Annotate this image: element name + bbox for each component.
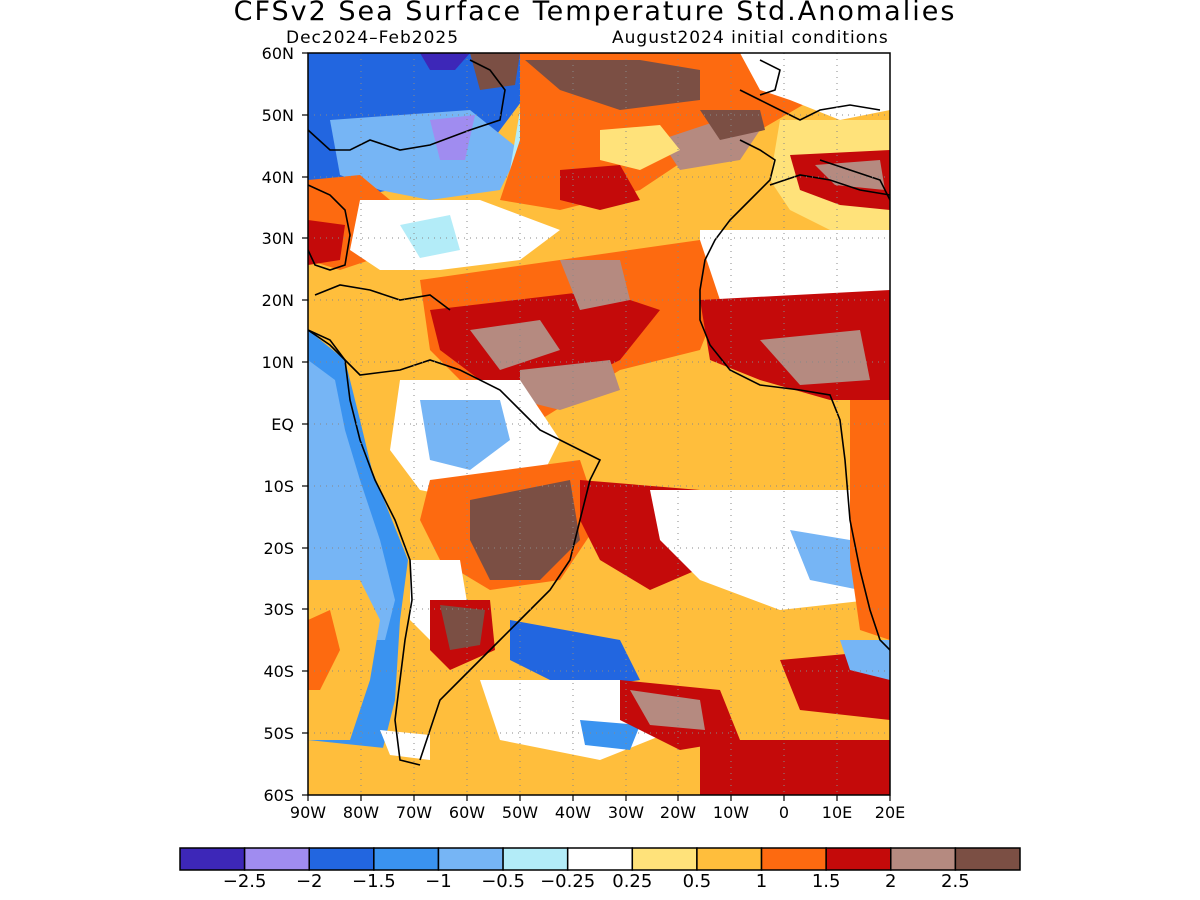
legend-swatch: [437, 847, 504, 871]
lon-label: 20W: [659, 803, 697, 822]
lon-label: 10W: [712, 803, 750, 822]
lat-label: 40N: [261, 168, 294, 187]
lat-label: EQ: [271, 415, 294, 434]
legend-label: 0.25: [612, 871, 653, 892]
valid-period-label: Dec2024–Feb2025: [286, 28, 460, 48]
legend-swatch: [243, 847, 310, 871]
legend-swatch: [373, 847, 440, 871]
gridlines: [308, 53, 890, 795]
legend-swatch: [566, 847, 634, 871]
legend-swatch: [760, 847, 827, 871]
lon-label: 80W: [342, 803, 380, 822]
lon-label: 60W: [448, 803, 486, 822]
coastlines: [308, 59, 890, 766]
legend-label: −1.5: [351, 871, 396, 892]
lat-label: 20N: [261, 291, 294, 310]
legend-label: −1: [425, 871, 452, 892]
legend-swatch: [502, 847, 569, 871]
lat-label: 50N: [261, 106, 294, 125]
legend-label: 2: [885, 871, 897, 892]
lat-label: 30N: [261, 229, 294, 248]
lat-label: 10N: [261, 353, 294, 372]
legend-label: 1: [755, 871, 768, 892]
lon-label: 70W: [395, 803, 433, 822]
lat-label: 60S: [263, 786, 294, 805]
lon-label: 90W: [289, 803, 327, 822]
lat-label: 20S: [263, 539, 294, 558]
legend-swatch: [179, 847, 246, 871]
legend-swatch: [825, 847, 892, 871]
legend-swatch: [890, 847, 957, 871]
axis-ticks: [302, 52, 891, 801]
init-conditions-label: August2024 initial conditions: [612, 28, 889, 48]
legend-label: −0.25: [540, 871, 596, 892]
legend-swatch: [954, 847, 1021, 871]
legend-label: 1.5: [811, 871, 841, 892]
legend-label: −0.5: [481, 871, 525, 892]
lon-label: 10E: [821, 803, 853, 822]
chart-title: CFSv2 Sea Surface Temperature Std.Anomal…: [233, 0, 957, 27]
lon-label: 30W: [607, 803, 645, 822]
lat-label: 60N: [261, 44, 294, 63]
lon-label: 0: [778, 803, 790, 822]
lat-label: 30S: [263, 600, 294, 619]
legend-label: 0.5: [682, 871, 712, 892]
lon-label: 40W: [554, 803, 592, 822]
lat-label: 50S: [263, 724, 294, 743]
legend-label: −2: [295, 871, 323, 892]
lat-label: 10S: [263, 477, 294, 496]
lon-label: 50W: [501, 803, 539, 822]
lon-label: 20E: [874, 803, 906, 822]
legend-swatch: [631, 847, 698, 871]
legend-swatch: [308, 847, 375, 871]
legend-swatch: [696, 847, 763, 871]
legend-label: −2.5: [222, 871, 267, 892]
lat-label: 40S: [263, 662, 294, 681]
legend-label: 2.5: [941, 871, 970, 892]
